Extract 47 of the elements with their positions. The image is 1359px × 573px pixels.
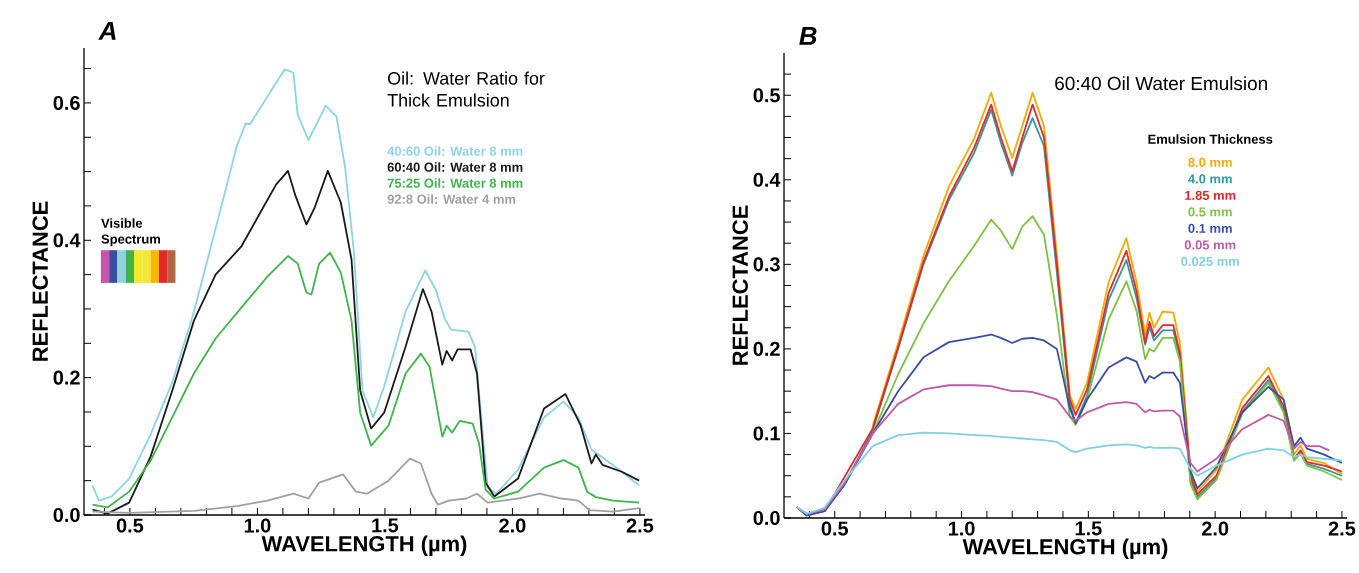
text: 75:25 Oil: Water 8 mm <box>387 178 523 188</box>
y-axis-title: REFLECTANCE <box>32 201 48 361</box>
x-tick-label: 1.5 <box>1075 521 1102 536</box>
text: 40:60 Oil: Water 8 mm <box>387 146 523 156</box>
text: 4.0 mm <box>1188 174 1232 184</box>
y-tick-label: 0.5 <box>753 88 780 103</box>
y-tick-label: 0.2 <box>753 341 780 356</box>
x-tick-label: 0.5 <box>821 521 849 536</box>
line-series <box>91 457 641 514</box>
text: 0.025 mm <box>1181 256 1239 266</box>
text: 0.1 mm <box>1188 223 1232 233</box>
y-tick-label: 0.4 <box>53 233 81 248</box>
text: 0.5 mm <box>1188 207 1232 217</box>
annotation: Visible Spectrum <box>101 218 160 247</box>
x-axis-title: WAVELENGTH (µm) <box>962 538 1168 559</box>
text: 1.85 mm <box>1185 190 1236 200</box>
text: 8.0 mm <box>1188 157 1232 167</box>
x-tick-label: 1.0 <box>244 518 271 533</box>
y-tick-label: 0.4 <box>753 172 781 187</box>
line-series <box>91 68 641 502</box>
y-tick-label: 0.2 <box>53 370 80 385</box>
line-series <box>91 170 641 515</box>
line-series <box>795 333 1343 517</box>
text: 60:40 Oil: Water 8 mm <box>387 162 523 172</box>
text: 92:8 Oil: Water 4 mm <box>387 194 516 204</box>
line-series <box>91 251 641 509</box>
line-series <box>871 91 1343 493</box>
y-tick-label: 0.3 <box>753 257 780 272</box>
text: 0.05 mm <box>1184 240 1236 250</box>
y-tick-label: 0.0 <box>753 510 780 526</box>
legend-title: Emulsion Thickness <box>1148 134 1273 144</box>
x-tick-label: 0.5 <box>116 518 144 533</box>
x-tick-label: 2.0 <box>499 518 526 533</box>
x-tick-label: 1.5 <box>372 518 399 533</box>
legend-title: Oil: Water Ratio for Thick Emulsion <box>387 71 545 107</box>
y-tick-label: 0.1 <box>753 426 780 441</box>
x-axis-title: WAVELENGTH (µm) <box>261 535 467 556</box>
x-tick-label: 1.0 <box>948 521 975 536</box>
x-tick-label: 2.0 <box>1201 521 1229 536</box>
chart-title: A <box>98 21 116 40</box>
y-axis-title: REFLECTANCE <box>732 205 748 365</box>
x-tick-label: 2.5 <box>1328 521 1356 536</box>
y-tick-label: 0.6 <box>53 95 80 110</box>
text: 60:40 Oil Water Emulsion <box>1055 76 1267 91</box>
x-tick-label: 2.5 <box>626 518 654 533</box>
y-tick-label: 0.0 <box>53 507 80 523</box>
chart-title: B <box>799 26 817 45</box>
